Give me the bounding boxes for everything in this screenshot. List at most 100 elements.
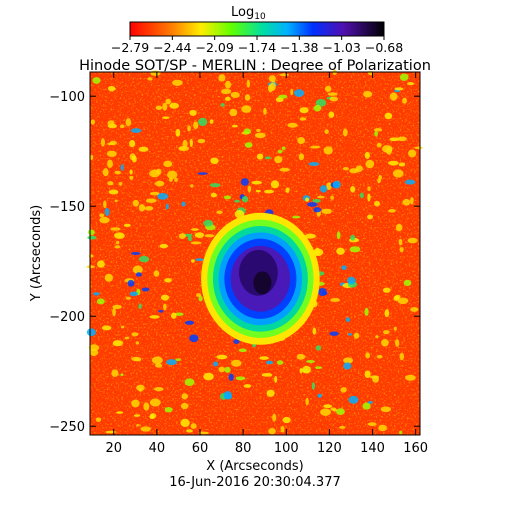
network-patch — [220, 103, 225, 107]
network-patch — [129, 175, 134, 180]
network-patch — [376, 142, 382, 148]
network-patch — [408, 149, 417, 158]
network-patch — [228, 373, 234, 381]
network-patch — [165, 203, 169, 210]
network-patch — [299, 107, 309, 114]
network-patch — [182, 139, 188, 148]
network-patch — [264, 189, 274, 194]
network-patch — [364, 370, 371, 378]
network-patch — [341, 265, 347, 270]
network-patch — [339, 425, 346, 429]
plot-frame — [89, 71, 421, 436]
colorbar-label-base: Log — [231, 5, 254, 20]
network-patch — [138, 255, 150, 263]
network-patch — [389, 92, 398, 101]
network-patch — [403, 279, 412, 287]
network-patch — [375, 335, 379, 339]
network-patch — [184, 378, 195, 387]
network-patch — [266, 389, 275, 397]
network-patch — [190, 259, 195, 263]
network-patch — [312, 327, 317, 335]
network-patch — [268, 75, 276, 83]
network-patch — [345, 317, 351, 323]
network-patch — [405, 374, 416, 381]
network-patch — [149, 191, 160, 196]
network-patch — [414, 146, 423, 150]
network-patch — [129, 139, 136, 148]
network-patch — [407, 82, 415, 86]
y-tick-label: −250 — [49, 420, 85, 435]
network-patch — [116, 411, 124, 414]
network-patch — [178, 233, 186, 239]
network-patch — [135, 272, 142, 277]
network-patch — [100, 138, 106, 147]
network-patch — [241, 105, 252, 113]
network-patch — [317, 393, 322, 398]
network-patch — [350, 234, 356, 241]
network-patch — [130, 128, 142, 133]
network-patch — [99, 216, 110, 224]
colorbar-tick-label: −0.68 — [365, 40, 403, 55]
network-patch — [399, 247, 404, 253]
network-patch — [104, 207, 110, 216]
network-patch — [230, 91, 240, 98]
network-patch — [105, 430, 117, 434]
network-patch — [292, 215, 301, 219]
network-patch — [332, 180, 341, 189]
x-tick-label: 160 — [403, 441, 428, 456]
network-patch — [315, 98, 327, 107]
network-patch — [388, 160, 399, 166]
network-patch — [246, 79, 250, 88]
timestamp: 16-Jun-2016 20:30:04.377 — [169, 475, 341, 490]
network-patch — [305, 197, 310, 202]
network-patch — [233, 339, 240, 344]
network-patch — [398, 162, 406, 167]
network-patch — [174, 177, 178, 182]
network-patch — [157, 193, 169, 200]
network-patch — [87, 229, 95, 235]
x-axis: 20 40 60 80 100 120 140 160 — [105, 72, 428, 456]
network-patch — [135, 341, 140, 345]
network-patch — [323, 404, 332, 409]
network-patch — [154, 387, 164, 392]
network-patch — [410, 307, 419, 312]
network-patch — [178, 146, 186, 151]
network-patch — [88, 344, 100, 352]
x-tick-label: 40 — [149, 441, 166, 456]
network-patch — [326, 182, 332, 190]
network-patch — [384, 309, 390, 318]
network-patch — [114, 199, 118, 203]
network-patch — [175, 128, 181, 137]
network-patch — [240, 178, 249, 186]
network-patch — [353, 332, 360, 339]
network-patch — [189, 334, 199, 343]
network-patch — [145, 198, 157, 203]
network-patch — [259, 356, 269, 360]
network-patch — [166, 359, 177, 366]
network-patch — [191, 228, 199, 231]
network-patch — [195, 258, 204, 261]
network-patch — [203, 372, 214, 381]
network-patch — [320, 185, 328, 193]
network-patch — [381, 339, 389, 347]
network-patch — [393, 326, 397, 331]
network-patch — [194, 232, 204, 239]
network-patch — [107, 181, 114, 186]
network-patch — [99, 213, 105, 218]
network-patch — [120, 163, 124, 172]
x-tick-label: 80 — [235, 441, 252, 456]
network-patch — [231, 124, 238, 128]
network-patch — [251, 180, 263, 185]
network-patch — [399, 430, 403, 435]
umbra-dark-core — [253, 271, 272, 295]
network-patch — [120, 373, 124, 377]
network-patch — [384, 112, 393, 120]
network-patch — [231, 359, 242, 367]
network-patch — [306, 360, 315, 363]
network-patch — [363, 90, 373, 98]
network-patch — [378, 424, 387, 432]
network-patch — [132, 199, 140, 207]
network-patch — [268, 428, 276, 435]
network-patch — [407, 237, 418, 244]
network-patch — [279, 73, 290, 77]
